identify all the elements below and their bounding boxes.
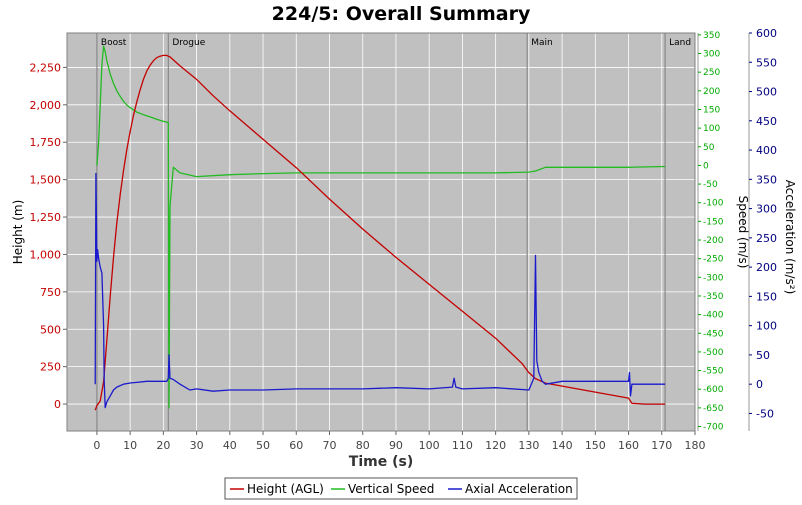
x-tick-label: 100 [419,439,440,452]
x-tick-label: 40 [223,439,237,452]
x-tick-label: 150 [585,439,606,452]
y-tick-label-height: 250 [40,361,61,374]
y-tick-label-height: 1,000 [30,248,62,261]
event-label: Main [531,38,553,48]
legend-label: Axial Acceleration [465,482,573,496]
y-tick-label-height: 500 [40,323,61,336]
y-axis-label-height: Height (m) [11,200,25,265]
plot-area [67,33,695,431]
y-tick-label-acceleration: 600 [756,27,777,40]
event-label: Drogue [172,38,205,48]
series-line-height-agl [94,54,666,411]
series-line-axial-acceleration [94,172,666,409]
x-tick-label: 10 [123,439,137,452]
y-tick-label-speed: 200 [703,87,720,97]
y-axis-label-acceleration: Acceleration (m/s²) [783,180,797,295]
y-tick-label-speed: 150 [703,105,720,115]
y-tick-label-acceleration: 300 [756,203,777,216]
y-tick-label-acceleration: 100 [756,320,777,333]
x-tick-label: 140 [552,439,573,452]
y-tick-label-speed: -450 [703,329,724,339]
x-tick-label: 20 [156,439,170,452]
y-tick-label-speed: 50 [703,143,715,153]
y-tick-label-speed: -700 [703,423,724,433]
x-tick-label: 110 [452,439,473,452]
x-tick-label: 120 [485,439,506,452]
y-tick-label-speed: -600 [703,385,724,395]
y-tick-label-speed: -300 [703,273,724,283]
y-tick-label-acceleration: 0 [756,378,763,391]
y-tick-label-speed: 250 [703,68,720,78]
series-layer [94,45,666,411]
x-tick-label: 30 [190,439,204,452]
y-tick-label-height: 2,000 [30,99,62,112]
x-tick-label: 90 [389,439,403,452]
y-tick-label-acceleration: 50 [756,349,770,362]
event-label: Boost [101,38,127,48]
x-tick-label: 0 [93,439,100,452]
y-tick-label-acceleration: 350 [756,173,777,186]
x-tick-label: 70 [322,439,336,452]
y-tick-label-height: 1,500 [30,174,62,187]
x-tick-label: 60 [289,439,303,452]
plot-border [66,32,696,432]
y-tick-label-speed: -100 [703,199,724,209]
y-tick-label-acceleration: -50 [756,407,774,420]
y-tick-label-speed: 100 [703,124,720,134]
y-tick-label-acceleration: 450 [756,115,777,128]
y-tick-label-speed: -250 [703,255,724,265]
chart-title: 224/5: Overall Summary [272,3,531,25]
y-tick-label-height: 0 [54,398,61,411]
y-tick-label-acceleration: 250 [756,232,777,245]
x-tick-label: 80 [356,439,370,452]
y-tick-label-speed: -400 [703,311,724,321]
y-tick-label-height: 2,250 [30,61,62,74]
series-line-vertical-speed [96,45,666,409]
y-tick-label-speed: -50 [703,180,718,190]
y-tick-label-speed: 350 [703,31,720,41]
y-tick-label-speed: -350 [703,292,724,302]
y-tick-label-acceleration: 400 [756,144,777,157]
y-tick-label-speed: 0 [703,161,709,171]
y-tick-label-height: 1,750 [30,136,62,149]
y-tick-label-acceleration: 200 [756,261,777,274]
y-tick-label-speed: -200 [703,236,724,246]
y-tick-label-speed: -650 [703,404,724,414]
axes: 0 10 20 30 40 50 60 70 80 90 100 110 120 130 140 150 160… [30,27,778,452]
legend-label: Height (AGL) [247,482,324,496]
y-tick-label-speed: -550 [703,367,724,377]
y-tick-label-height: 750 [40,286,61,299]
y-tick-label-acceleration: 150 [756,290,777,303]
legend-label: Vertical Speed [348,482,434,496]
x-axis-label: Time (s) [349,454,413,470]
y-tick-label-speed: 300 [703,50,720,60]
y-axis-label-speed: Speed (m/s) [736,196,750,269]
legend-box [224,477,578,500]
y-tick-label-acceleration: 500 [756,86,777,99]
grid [67,33,696,431]
x-tick-label: 160 [618,439,639,452]
event-label: Land [669,38,691,48]
x-tick-label: 130 [518,439,539,452]
legend: Height (AGL) Vertical Speed Axial Accelera… [224,477,578,500]
y-tick-label-height: 1,250 [30,211,62,224]
x-tick-label: 180 [685,439,706,452]
x-tick-label: 50 [256,439,270,452]
y-tick-label-speed: -500 [703,348,724,358]
y-tick-label-acceleration: 550 [756,56,777,69]
x-tick-label: 170 [651,439,672,452]
y-tick-label-speed: -150 [703,217,724,227]
